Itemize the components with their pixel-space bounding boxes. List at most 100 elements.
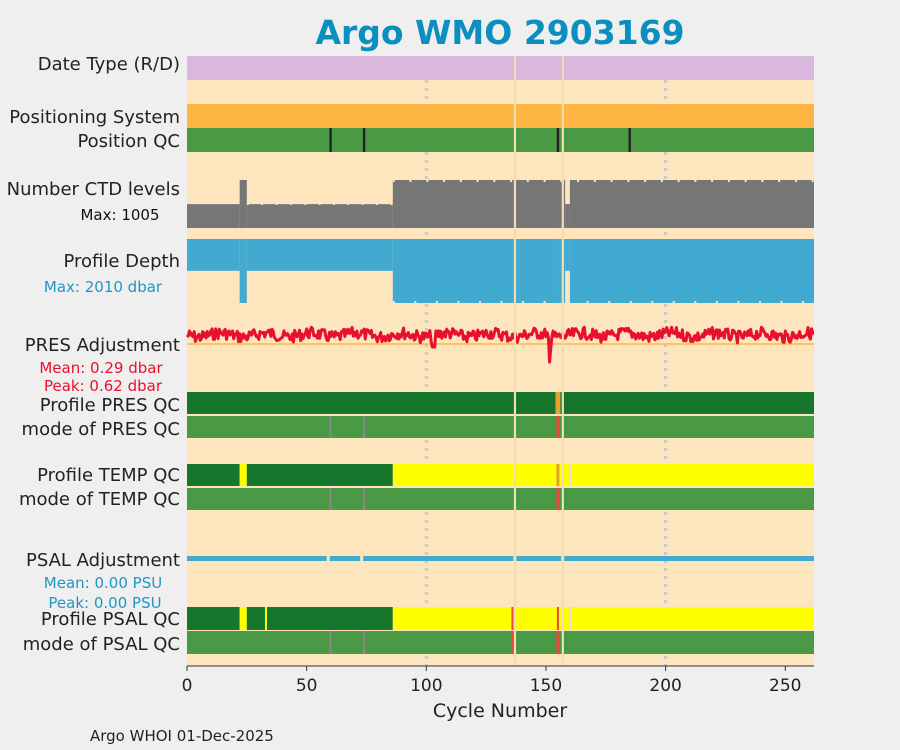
- ctd-levels-bar: [565, 204, 570, 228]
- profile-depth-notch: [457, 301, 460, 303]
- mode-pres-qc-bar: [187, 416, 814, 438]
- ctd-levels-notch: [392, 180, 395, 182]
- positioning-bar: [187, 104, 814, 128]
- x-tick-label: 150: [530, 676, 562, 696]
- profile-depth-bar: [392, 239, 558, 303]
- ctd-levels-bar: [569, 180, 814, 228]
- mode-pres-qc-mark: [329, 416, 332, 438]
- profile-depth-bar: [569, 239, 814, 303]
- mode-psal-qc-mark: [363, 631, 366, 654]
- profile-temp-qc-bar: [187, 464, 240, 486]
- ctd-levels-notch: [361, 203, 364, 205]
- ctd-levels-notch: [376, 203, 379, 205]
- mode-temp-qc-bar: [187, 488, 814, 510]
- ctd-levels-notch: [778, 180, 781, 182]
- position-qc-mark: [628, 128, 631, 152]
- x-axis-label: Cycle Number: [433, 700, 567, 722]
- profile-pres-qc-bar: [187, 392, 556, 414]
- mode-temp-qc-mark: [363, 488, 366, 510]
- x-tick-label: 200: [649, 676, 681, 696]
- profile-depth-notch: [715, 301, 718, 303]
- ctd-levels-notch: [644, 180, 647, 182]
- psal-adjust-line: [187, 556, 814, 561]
- ctd-levels-notch: [390, 203, 393, 205]
- pres-adjust-line: [185, 325, 815, 364]
- ctd-levels-bar: [557, 180, 566, 228]
- row-label-psal_adjust: PSAL Adjustment: [26, 550, 180, 571]
- ctd-levels-notch: [261, 203, 264, 205]
- ctd-levels-notch: [610, 180, 613, 182]
- profile-psal-qc-bad: [511, 607, 514, 630]
- profile-depth-bar: [187, 239, 240, 271]
- row-labels: Date Type (R/D) Positioning System Positio…: [7, 54, 180, 655]
- missing-cycle-line: [513, 56, 517, 666]
- profile-depth-notch: [500, 301, 503, 303]
- ctd-levels-notch: [347, 203, 350, 205]
- ctd-levels-notch: [560, 180, 563, 182]
- profile-depth-notch: [522, 301, 525, 303]
- ctd-levels-notch: [744, 180, 747, 182]
- position-qc-bar: [187, 128, 814, 152]
- position-qc-mark: [556, 128, 560, 152]
- ctd-levels-notch: [727, 180, 730, 182]
- x-tick-label: 250: [769, 676, 801, 696]
- x-tick-label: 0: [182, 676, 193, 696]
- row-label-profile_temp_qc: Profile TEMP QC: [37, 465, 180, 486]
- ctd-levels-notch: [459, 180, 462, 182]
- profile-depth-bar: [246, 239, 393, 271]
- row-sublabel-ctd_levels: Max: 1005: [80, 206, 159, 224]
- profile-depth-bar: [239, 239, 247, 303]
- chart-title: Argo WMO 2903169: [315, 13, 684, 52]
- ctd-levels-notch: [409, 180, 412, 182]
- footer-credit: Argo WHOI 01-Dec-2025: [90, 727, 274, 745]
- profile-depth-notch: [565, 301, 568, 303]
- ctd-levels-notch: [811, 180, 814, 182]
- row-label-pres_adjust: PRES Adjustment: [25, 335, 180, 356]
- profile-depth-notch: [392, 301, 395, 303]
- date-type-bar: [187, 56, 814, 80]
- ctd-levels-notch: [677, 180, 680, 182]
- row-label-ctd_levels: Number CTD levels: [7, 179, 180, 200]
- ctd-levels-notch: [694, 180, 697, 182]
- x-tick-label: 100: [410, 676, 442, 696]
- x-tick-label: 50: [296, 676, 318, 696]
- profile-depth-bar: [557, 239, 566, 303]
- position-qc-mark: [362, 128, 366, 152]
- profile-psal-qc-bad: [556, 607, 559, 630]
- row-peak-psal_adjust: Peak: 0.00 PSU: [48, 594, 161, 612]
- mode-temp-qc-mark: [329, 488, 332, 510]
- ctd-levels-notch: [426, 180, 429, 182]
- profile-depth-notch: [435, 301, 438, 303]
- plot-background: [187, 56, 814, 666]
- mode-psal-qc-bad: [510, 631, 514, 654]
- profile-depth-notch: [478, 301, 481, 303]
- row-label-date_type: Date Type (R/D): [38, 54, 180, 75]
- ctd-levels-notch: [543, 180, 546, 182]
- profile-temp-qc-mark: [556, 464, 560, 486]
- profile-psal-qc-mark: [264, 607, 267, 630]
- row-mean-psal_adjust: Mean: 0.00 PSU: [44, 574, 162, 592]
- row-label-mode_psal_qc: mode of PSAL QC: [23, 634, 180, 655]
- row-label-profile_psal_qc: Profile PSAL QC: [41, 609, 180, 630]
- profile-temp-qc-bar: [246, 464, 393, 486]
- ctd-levels-notch: [304, 203, 307, 205]
- row-label-positioning: Positioning System: [9, 107, 180, 128]
- missing-cycle-line: [561, 56, 564, 666]
- row-sublabel-profile_depth: Max: 2010 dbar: [44, 278, 163, 296]
- profile-psal-qc-bar: [187, 607, 240, 630]
- psal-adjust-gap: [326, 555, 330, 562]
- ctd-levels-notch: [660, 180, 663, 182]
- profile-temp-qc-bar: [239, 464, 247, 486]
- mode-psal-qc-bar: [187, 631, 814, 654]
- profile-depth-notch: [694, 301, 697, 303]
- ctd-levels-notch: [443, 180, 446, 182]
- row-peak-pres_adjust: Peak: 0.62 dbar: [44, 377, 163, 395]
- ctd-levels-notch: [318, 203, 321, 205]
- profile-temp-qc-bar: [392, 464, 814, 486]
- profile-psal-qc-bar: [239, 607, 247, 630]
- mode-temp-qc-bad: [556, 488, 560, 510]
- ctd-levels-notch: [711, 180, 714, 182]
- ctd-levels-notch: [627, 180, 630, 182]
- ctd-levels-notch: [761, 180, 764, 182]
